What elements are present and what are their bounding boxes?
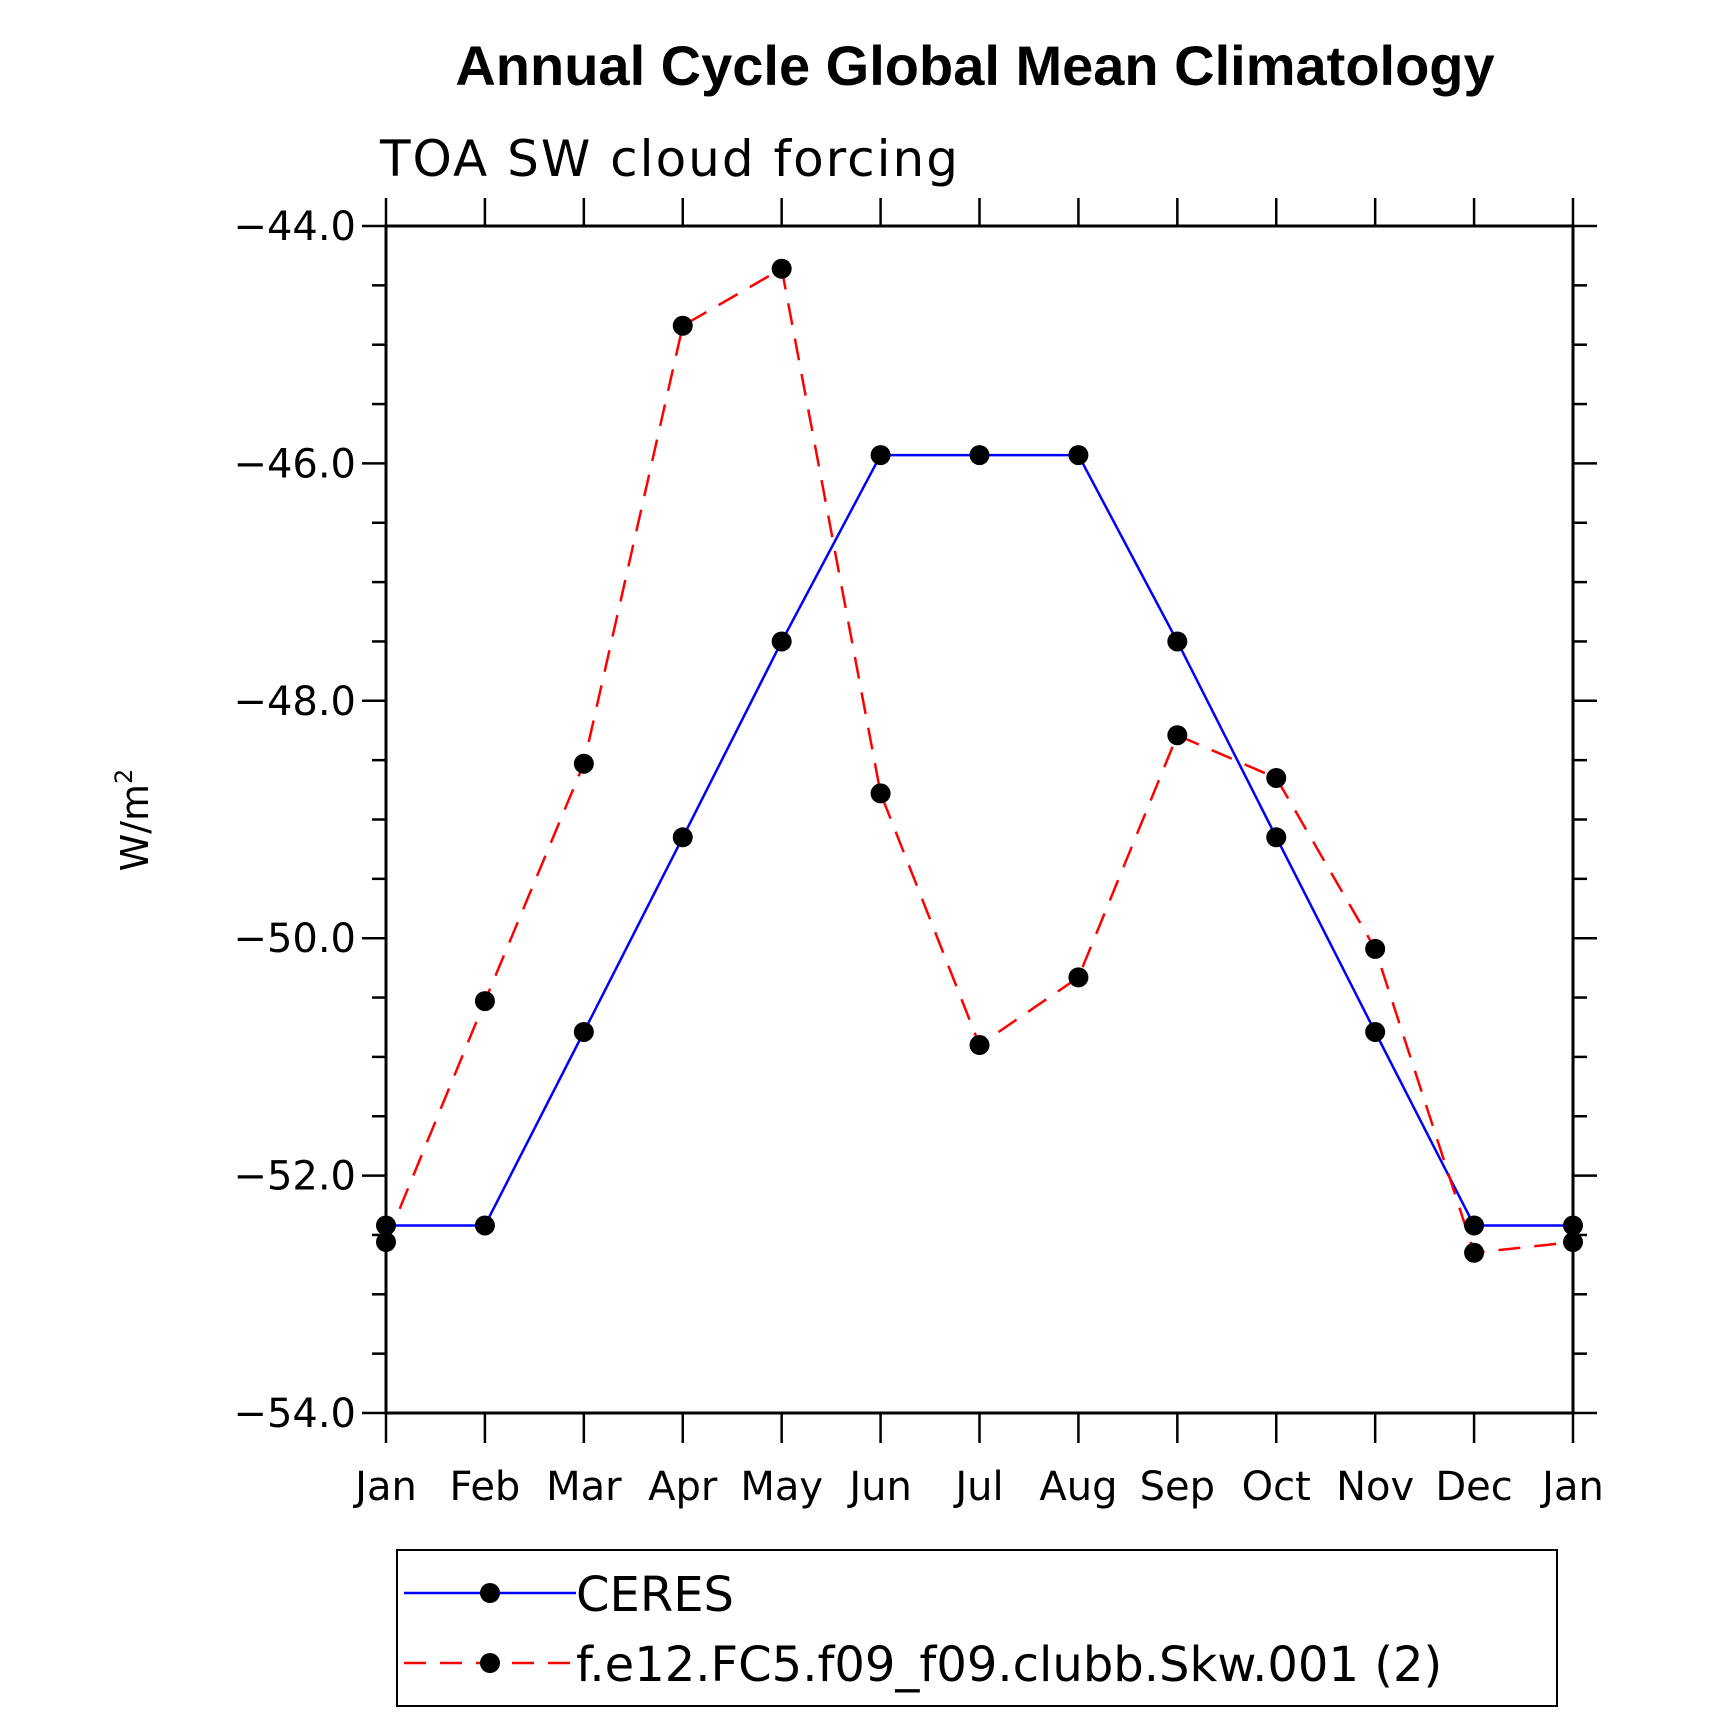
data-point-model xyxy=(672,315,693,336)
x-tick-label: Jul xyxy=(952,1464,1003,1510)
y-ticks xyxy=(362,224,1597,1415)
x-tick-label: Sep xyxy=(1140,1464,1215,1510)
data-point-ceres xyxy=(1365,1021,1386,1042)
series-line-ceres xyxy=(386,453,1573,1227)
x-tick-label: May xyxy=(740,1464,823,1510)
y-tick-label: −46.0 xyxy=(233,441,356,487)
x-tick-label: Jan xyxy=(352,1464,417,1510)
data-point-ceres xyxy=(969,445,990,466)
data-point-model xyxy=(474,991,495,1012)
data-point-model xyxy=(1464,1242,1485,1263)
data-point-ceres xyxy=(573,1021,594,1042)
data-point-ceres xyxy=(870,445,891,466)
data-point-ceres xyxy=(474,1215,495,1236)
x-tick-label: Aug xyxy=(1039,1464,1117,1510)
x-tick-label: Oct xyxy=(1242,1464,1311,1510)
legend-marker-model xyxy=(480,1653,500,1673)
data-point-ceres xyxy=(376,1215,396,1236)
y-axis-label-superscript: 2 xyxy=(110,769,138,784)
data-point-model xyxy=(573,753,594,774)
legend-box xyxy=(396,1549,1558,1707)
plot-frame xyxy=(384,224,1575,1415)
data-point-model xyxy=(870,783,891,804)
data-point-model xyxy=(1068,967,1089,988)
y-axis-label: W/m2 xyxy=(110,769,157,872)
x-tick-label: Mar xyxy=(546,1464,622,1510)
y-tick-labels: −44.0 −46.0 −48.0 −50.0 −52.0 −54.0 xyxy=(233,204,356,1437)
chart-title: Annual Cycle Global Mean Climatology xyxy=(455,34,1494,97)
data-point-ceres xyxy=(771,631,792,652)
legend: CERES f.e12.FC5.f09_f09.clubb.Skw.001 (2… xyxy=(396,1549,1558,1707)
x-tick-label: Jun xyxy=(846,1464,912,1510)
data-point-model xyxy=(969,1035,990,1056)
data-point-ceres xyxy=(1266,827,1287,848)
data-point-ceres xyxy=(1464,1215,1485,1236)
data-point-model xyxy=(771,258,792,279)
x-tick-label: Apr xyxy=(648,1464,718,1510)
x-ticks xyxy=(384,198,1575,1443)
series-line-model xyxy=(384,266,1574,1255)
data-point-ceres xyxy=(1068,445,1089,466)
chart-subtitle: TOA SW cloud forcing xyxy=(379,130,960,188)
y-tick-label: −52.0 xyxy=(233,1154,356,1200)
data-point-model xyxy=(1167,725,1188,746)
data-point-model xyxy=(1563,1232,1583,1253)
y-tick-label: −50.0 xyxy=(233,916,356,962)
legend-label-model: f.e12.FC5.f09_f09.clubb.Skw.001 (2) xyxy=(576,1637,1442,1693)
legend-label-ceres: CERES xyxy=(576,1567,734,1623)
x-tick-label: Feb xyxy=(450,1464,521,1510)
y-tick-label: −44.0 xyxy=(233,204,356,250)
series-lines xyxy=(384,266,1574,1255)
y-tick-label: −54.0 xyxy=(233,1391,356,1437)
series-markers xyxy=(376,258,1583,1263)
data-point-ceres xyxy=(1563,1215,1583,1236)
x-tick-label: Jan xyxy=(1539,1464,1604,1510)
svg-text:W/m2: W/m2 xyxy=(110,769,157,872)
data-point-model xyxy=(376,1232,396,1253)
x-tick-labels: Jan Feb Mar Apr May Jun Jul Aug Sep Oct Nov Dec Jan xyxy=(352,1464,1604,1510)
legend-marker-ceres xyxy=(480,1583,500,1603)
data-point-ceres xyxy=(672,827,693,848)
data-point-model xyxy=(1365,938,1386,959)
x-tick-label: Dec xyxy=(1435,1464,1512,1510)
x-tick-label: Nov xyxy=(1336,1464,1414,1510)
data-point-model xyxy=(1266,767,1287,788)
y-tick-label: −48.0 xyxy=(233,679,356,725)
data-point-ceres xyxy=(1167,631,1188,652)
y-axis-label-text: W/m xyxy=(113,784,157,871)
